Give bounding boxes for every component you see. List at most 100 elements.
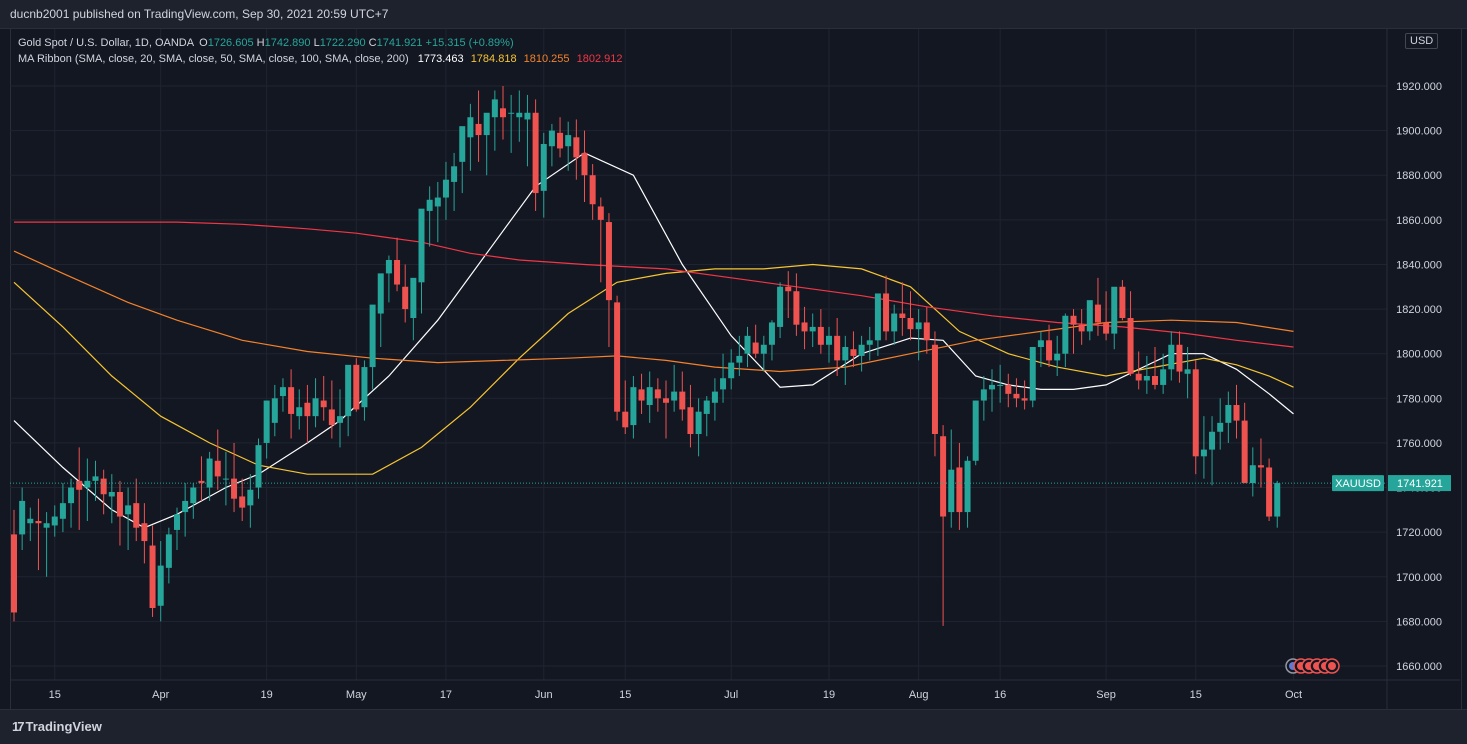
y-tick-label: 1920.000 [1396,81,1442,93]
candle [1094,277,1101,336]
x-tick-label: Jun [535,689,553,701]
x-tick-label: 17 [440,689,452,701]
candle [100,469,107,515]
candle [1249,447,1256,497]
candle-body [948,469,955,513]
candle [679,371,686,421]
candle [1233,384,1240,439]
candle-body [206,458,213,488]
x-tick-label: 19 [823,689,835,701]
x-tick-label: 19 [261,689,273,701]
candle [11,509,17,622]
candle-body [956,467,963,513]
candle-body [149,545,156,608]
candle [1274,480,1281,528]
candle-body [288,387,295,414]
candle-body [597,206,604,220]
tradingview-logo[interactable]: 17 TradingView [12,719,102,734]
candle-body [1029,347,1036,401]
candle [874,293,881,356]
candle [320,376,327,421]
candle-body [736,355,743,363]
candle [165,527,172,584]
candle-body [279,387,286,397]
candle-body [1054,353,1061,361]
candle [182,483,189,537]
candle [1143,355,1150,394]
y-tick-label: 1760.000 [1396,438,1442,450]
candle-body [654,389,661,399]
candle [565,121,572,171]
candle [964,456,971,528]
candle-body [923,322,930,341]
candle-body [451,166,458,182]
candle [1013,378,1020,408]
candle-body [540,144,547,191]
candle [304,384,311,443]
candle-body [842,347,849,361]
candle-body [402,286,409,310]
candle-body [328,409,335,426]
candle [548,123,555,167]
candle [1070,309,1077,354]
candle [43,512,50,577]
candle-body [1241,420,1248,484]
candle [940,425,947,626]
candle-body [459,126,466,162]
candle-body [1274,483,1281,517]
candle-body [1070,315,1077,325]
candles [11,86,1281,626]
x-tick-label: May [346,689,367,701]
candle [711,378,718,421]
candle-body [190,487,197,504]
candle-body [1005,384,1012,394]
candle [247,474,254,528]
candle [1152,347,1158,390]
candle-body [1021,398,1028,401]
candle [1184,347,1191,399]
ma-ribbon-title[interactable]: MA Ribbon (SMA, close, 20, SMA, close, 5… [18,53,409,65]
candle [402,264,409,323]
x-tick-label: 15 [619,689,631,701]
low-label: L [313,37,320,49]
candle-body [174,514,180,530]
candle [622,380,629,434]
candle-body [361,367,368,408]
candle-body [59,503,66,519]
candle [980,376,987,421]
candle [1111,286,1118,350]
y-tick-label: 1800.000 [1396,349,1442,361]
candle-body [1257,465,1264,468]
x-tick-label: Sep [1096,689,1116,701]
last-price-symbol-bg [1332,475,1384,492]
candle-body [68,487,75,504]
candle-body [1013,393,1020,399]
y-tick-label: 1900.000 [1396,126,1442,138]
candle [573,119,580,180]
candle-body [524,112,531,120]
candle-body [630,387,637,426]
candle-body [760,344,767,354]
candle-body [1143,376,1150,381]
symbol-name[interactable]: Gold Spot / U.S. Dollar, 1D, OANDA [18,37,195,49]
candle-body [1209,431,1216,450]
candle [288,369,295,439]
y-tick-label: 1880.000 [1396,170,1442,182]
candle [1241,402,1248,484]
event-flags-icon[interactable] [1285,658,1340,674]
candle [1021,380,1028,410]
candle [239,478,246,521]
candle [385,255,392,303]
candle-body [1078,324,1085,332]
candle-body [467,117,474,138]
currency-badge[interactable]: USD [1405,33,1439,49]
candle-body [646,387,653,405]
candle-body [491,99,498,118]
candle-body [1111,286,1118,334]
candle-body [84,480,91,488]
candle-body [777,286,784,327]
candle [467,103,474,171]
candle-body [573,137,580,158]
candle [68,478,75,528]
